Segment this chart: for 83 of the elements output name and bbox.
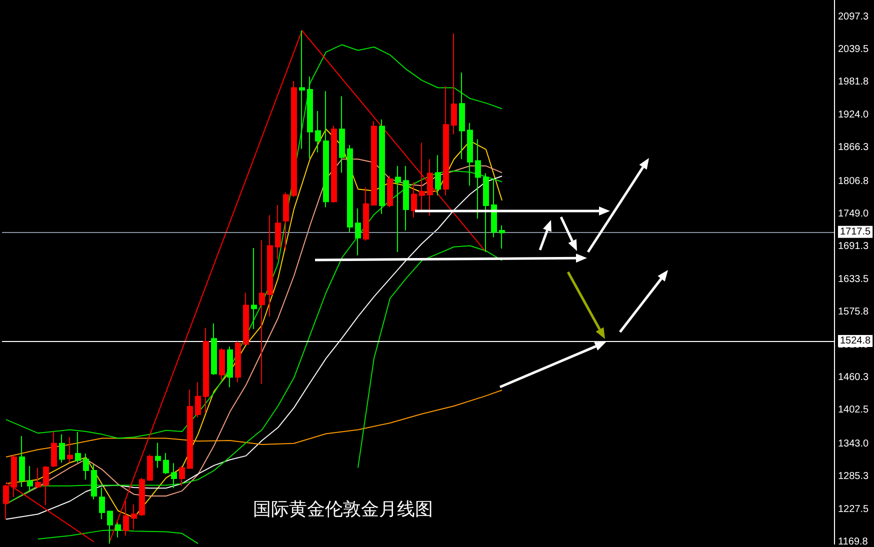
candlestick bbox=[299, 30, 305, 150]
candlestick bbox=[171, 462, 177, 489]
candlestick bbox=[235, 340, 241, 383]
candlestick bbox=[99, 487, 105, 520]
candlestick bbox=[115, 522, 121, 538]
candlestick bbox=[75, 432, 81, 464]
candlestick bbox=[435, 154, 441, 196]
y-tick-label: 1343.0 bbox=[838, 438, 870, 450]
candlestick bbox=[379, 118, 385, 215]
candlestick bbox=[227, 346, 233, 388]
candlestick bbox=[347, 144, 353, 233]
candlestick bbox=[323, 90, 329, 208]
candlestick bbox=[403, 165, 409, 231]
candlestick bbox=[123, 500, 129, 536]
candlestick bbox=[27, 466, 33, 492]
candlestick bbox=[491, 178, 497, 238]
ref-line-label: 1717.5 bbox=[840, 226, 872, 238]
candlestick bbox=[331, 125, 337, 204]
candlestick bbox=[371, 120, 377, 206]
candlestick bbox=[275, 204, 281, 260]
candlestick bbox=[35, 467, 41, 488]
y-tick-label: 1227.5 bbox=[838, 504, 870, 515]
candlestick bbox=[83, 453, 89, 480]
y-tick-label: 1402.5 bbox=[838, 404, 870, 416]
candlestick bbox=[307, 76, 313, 160]
candlestick bbox=[67, 436, 73, 464]
text: 国际黄金伦敦金月线图 bbox=[253, 499, 433, 519]
y-tick-label: 1691.3 bbox=[838, 241, 870, 252]
candlestick bbox=[43, 466, 49, 506]
candlestick bbox=[91, 464, 97, 500]
candlestick bbox=[419, 142, 425, 213]
candlestick bbox=[139, 477, 145, 516]
candlestick bbox=[195, 382, 201, 418]
candlestick bbox=[395, 165, 401, 252]
y-tick-label: 1924.0 bbox=[838, 109, 870, 120]
candlestick bbox=[243, 292, 249, 346]
candlestick bbox=[259, 240, 265, 384]
candlestick bbox=[147, 454, 153, 482]
candlestick bbox=[179, 466, 185, 486]
candlestick bbox=[267, 214, 273, 318]
candlestick bbox=[203, 327, 209, 414]
candlestick bbox=[483, 172, 489, 252]
candlestick bbox=[387, 175, 393, 208]
candlestick bbox=[283, 192, 289, 251]
line-series bbox=[6, 390, 502, 458]
y-tick-label: 1169.8 bbox=[838, 536, 868, 547]
candlestick bbox=[291, 80, 297, 198]
candlestick bbox=[19, 436, 25, 488]
candlestick bbox=[339, 96, 345, 174]
y-tick-label: 1575.8 bbox=[838, 306, 870, 318]
ref-line-label: 1524.8 bbox=[840, 335, 872, 346]
candlestick bbox=[163, 452, 169, 474]
y-tick-label: 2039.5 bbox=[838, 44, 870, 56]
y-tick-label: 1460.3 bbox=[838, 372, 870, 384]
candlestick bbox=[155, 442, 161, 468]
y-tick-label: 1633.5 bbox=[838, 274, 870, 285]
candlestick bbox=[107, 510, 113, 544]
candlestick bbox=[443, 86, 449, 196]
candlestick bbox=[467, 122, 473, 186]
y-tick-label: 1806.8 bbox=[838, 176, 870, 187]
candlestick bbox=[363, 186, 369, 242]
candlestick bbox=[251, 248, 257, 330]
y-tick-label: 1285.3 bbox=[838, 471, 870, 482]
y-tick-label: 1749.0 bbox=[838, 208, 870, 220]
candlestick bbox=[451, 32, 457, 135]
candlestick bbox=[355, 208, 361, 256]
y-tick-label: 2097.3 bbox=[838, 11, 870, 22]
line-series bbox=[358, 245, 502, 468]
y-tick-label: 1866.3 bbox=[838, 142, 870, 154]
y-tick-label: 1981.8 bbox=[838, 76, 870, 88]
candlestick bbox=[499, 224, 505, 250]
candlestick bbox=[187, 389, 193, 470]
candlestick bbox=[59, 434, 65, 464]
candlestick bbox=[315, 110, 321, 153]
candlestick bbox=[459, 72, 465, 160]
candlestick bbox=[131, 504, 137, 530]
candlestick bbox=[475, 138, 481, 220]
candlestick bbox=[219, 348, 225, 380]
candlestick bbox=[51, 430, 57, 468]
line-series bbox=[38, 529, 198, 544]
candlestick bbox=[427, 158, 433, 216]
candlestick bbox=[411, 182, 417, 218]
candlestick bbox=[211, 322, 217, 376]
